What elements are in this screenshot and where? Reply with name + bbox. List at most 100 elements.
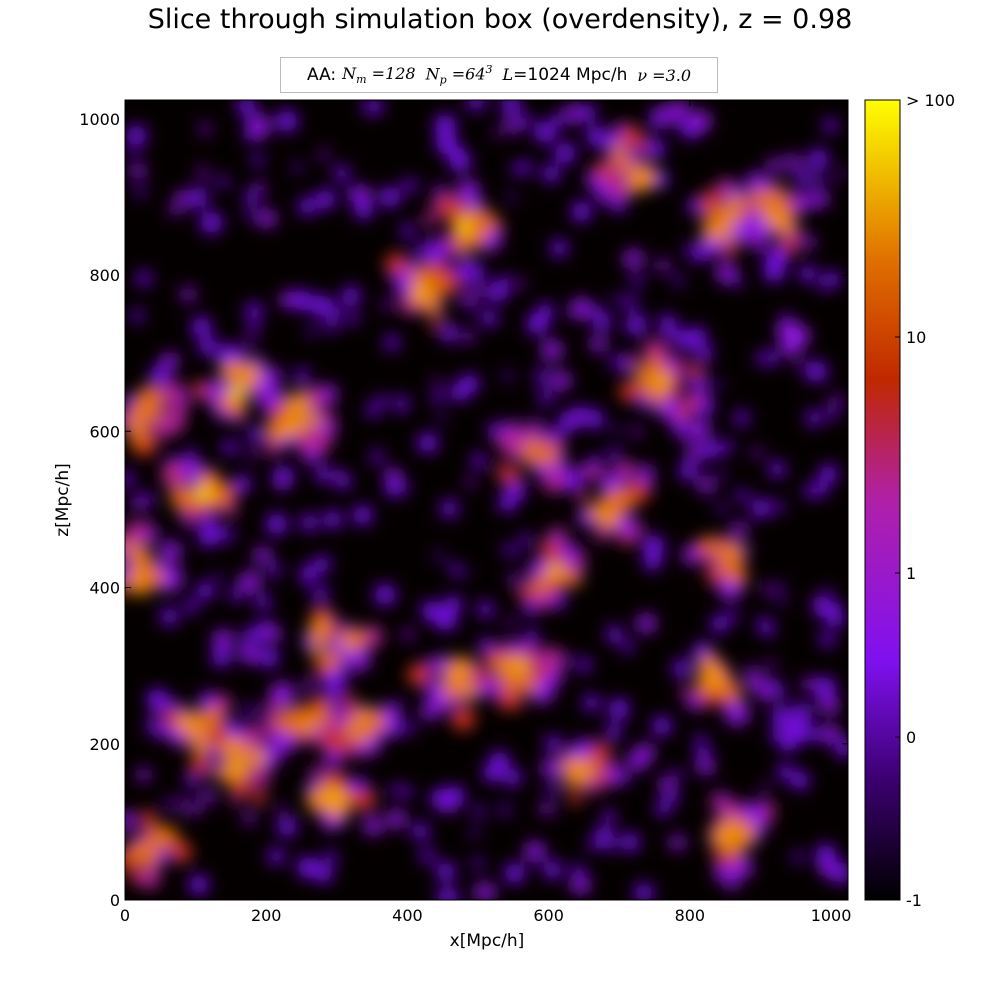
- density-blob-677: [384, 253, 408, 276]
- density-blob-222: [174, 799, 186, 811]
- density-blob-502: [302, 576, 313, 587]
- density-blob-375: [244, 704, 257, 717]
- density-blob-54: [823, 118, 838, 133]
- density-blob-1035: [308, 704, 331, 727]
- density-blob-979: [230, 794, 241, 805]
- density-blob-530: [456, 179, 480, 203]
- density-blob-308: [683, 245, 693, 254]
- density-blob-1027: [269, 728, 296, 755]
- density-blob-1089: [138, 866, 161, 889]
- density-blob-617: [230, 385, 245, 400]
- density-blob-95: [259, 648, 279, 668]
- x-tick-label-0: 0: [120, 906, 130, 925]
- legend-prefix: AA:: [306, 65, 337, 85]
- density-blob-113: [237, 100, 256, 115]
- legend-entry-np: Np =643: [425, 63, 493, 87]
- legend-entry-l: L=1024 Mpc/h: [502, 65, 628, 85]
- density-blob-277: [384, 335, 400, 351]
- density-blob-1104: [126, 843, 148, 865]
- density-blob-1047: [594, 768, 610, 785]
- density-blob-1050: [578, 746, 592, 760]
- density-blob-991: [251, 768, 271, 788]
- density-blob-1141: [687, 363, 704, 380]
- density-blob-97: [130, 309, 144, 322]
- density-blob-349: [363, 816, 383, 836]
- density-blob-808: [125, 520, 151, 546]
- density-blob-194: [507, 193, 516, 202]
- density-blob-186: [163, 799, 172, 808]
- density-blob-503: [716, 503, 727, 514]
- density-blob-210: [790, 721, 812, 743]
- density-blob-348: [606, 625, 622, 641]
- density-blob-340: [425, 243, 448, 266]
- density-blob-78: [735, 489, 749, 502]
- density-blob-312: [150, 726, 161, 737]
- density-blob-198: [612, 294, 622, 304]
- density-blob-462: [770, 728, 785, 743]
- density-blob-817: [125, 539, 135, 555]
- density-blob-247: [583, 694, 600, 712]
- density-blob-874: [438, 655, 450, 667]
- density-blob-982: [251, 790, 267, 806]
- density-blob-352: [765, 245, 788, 268]
- density-blob-280: [786, 154, 803, 171]
- density-blob-1120: [742, 801, 766, 824]
- density-blob-794: [726, 563, 747, 584]
- density-blob-99: [767, 157, 784, 174]
- density-blob-344: [734, 410, 750, 426]
- density-blob-307: [771, 706, 792, 727]
- density-blob-447: [792, 851, 804, 863]
- density-blob-96: [276, 479, 288, 491]
- density-blob-270: [327, 689, 342, 704]
- density-blob-571: [752, 240, 765, 253]
- density-blob-721: [594, 467, 607, 479]
- density-blob-59: [778, 691, 788, 701]
- x-axis-label: x[Mpc/h]: [450, 931, 525, 951]
- density-blob-656: [142, 441, 156, 456]
- density-blob-196: [129, 147, 139, 157]
- density-blob-326: [830, 394, 843, 407]
- density-blob-327: [814, 677, 836, 699]
- density-blob-339: [196, 581, 215, 600]
- density-blob-401: [710, 615, 728, 633]
- density-blob-469: [335, 473, 352, 490]
- density-blob-811: [160, 540, 182, 562]
- density-blob-1189: [342, 692, 355, 705]
- density-blob-60: [324, 748, 343, 768]
- y-tick-label-3: 600: [89, 422, 120, 441]
- density-blob-416: [777, 764, 793, 780]
- density-blob-118: [652, 171, 669, 188]
- density-blob-894: [445, 663, 461, 679]
- density-blob-163: [366, 404, 380, 418]
- density-blob-69: [477, 601, 494, 618]
- density-blob-226: [652, 716, 672, 736]
- density-blob-144: [354, 185, 372, 204]
- density-blob-268: [374, 584, 396, 606]
- density-blob-172: [689, 419, 711, 441]
- density-blob-429: [605, 723, 622, 740]
- density-blob-609: [192, 381, 209, 397]
- density-blob-390: [538, 303, 554, 319]
- legend-entry-nm: Nm =128: [342, 63, 416, 87]
- density-blob-1106: [145, 836, 161, 853]
- density-blob-1155: [643, 357, 663, 378]
- density-blob-86: [570, 875, 590, 895]
- density-blob-191: [150, 364, 171, 385]
- density-blob-1019: [265, 700, 280, 715]
- density-blob-433: [525, 629, 539, 643]
- density-blob-351: [715, 442, 728, 454]
- density-blob-889: [463, 686, 478, 701]
- density-blob-1196: [332, 705, 347, 720]
- density-blob-947: [699, 655, 720, 676]
- density-blob-514: [659, 776, 675, 792]
- density-blob-558: [589, 175, 605, 192]
- density-blob-79: [189, 874, 209, 895]
- density-blob-387: [219, 631, 229, 642]
- density-blob-329: [205, 529, 217, 540]
- density-blob-1158: [654, 377, 669, 392]
- density-blob-254: [772, 500, 784, 513]
- density-blob-984: [189, 754, 212, 776]
- density-blob-82: [690, 375, 708, 394]
- density-blob-938: [686, 694, 703, 711]
- density-blob-790: [701, 536, 719, 554]
